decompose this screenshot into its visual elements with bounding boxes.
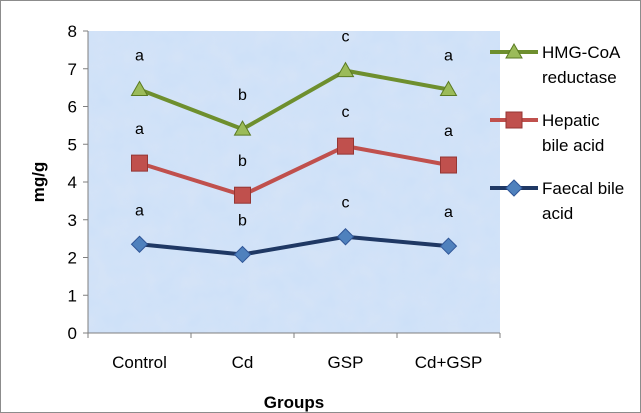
series-line [138, 144, 449, 198]
plot-area [88, 31, 500, 333]
x-category-label: Control [112, 353, 167, 372]
data-point [439, 80, 458, 97]
y-tick-label: 7 [68, 60, 77, 79]
data-point [336, 228, 355, 246]
legend-marker [505, 42, 523, 59]
y-tick-label: 6 [68, 98, 77, 117]
data-point [131, 154, 148, 172]
series-layer [130, 61, 458, 264]
significance-label: a [444, 123, 453, 140]
data-point [440, 156, 457, 174]
y-tick-label: 4 [68, 173, 77, 192]
data-point [233, 245, 252, 264]
data-point [130, 80, 149, 97]
significance-labels: a b c a a b c a a b c a [135, 29, 453, 230]
significance-label: c [342, 29, 350, 46]
data-point [233, 120, 252, 136]
x-category-label: Cd [232, 353, 254, 372]
y-tick-label: 5 [68, 135, 77, 154]
legend-label: Faecal bile [542, 179, 624, 198]
x-category-label: GSP [328, 353, 364, 372]
legend-entry: HMG-CoA reductase [490, 42, 621, 87]
significance-label: a [135, 202, 144, 219]
series-line [138, 68, 449, 132]
legend-entry: Hepatic bile acid [490, 111, 604, 155]
significance-label: b [238, 153, 247, 170]
legend-entry: Faecal bile acid [490, 179, 624, 223]
data-point [336, 61, 355, 78]
axes: 0 1 2 3 4 5 6 7 8 Control Cd GSP Cd+GSP [68, 22, 501, 372]
series-hmg-coa-reductase [130, 61, 458, 136]
y-tick-label: 8 [68, 22, 77, 41]
data-point [130, 235, 149, 253]
y-tick-label: 1 [68, 286, 77, 305]
legend-label: Hepatic [542, 111, 600, 130]
data-point [439, 237, 458, 255]
significance-label: a [135, 48, 144, 65]
legend-label: reductase [542, 68, 617, 87]
legend-marker [505, 111, 523, 129]
data-point [337, 137, 354, 155]
significance-label: a [135, 121, 144, 138]
series-faecal-bile-acid [130, 228, 458, 264]
significance-label: c [342, 195, 350, 212]
legend: HMG-CoA reductase Hepatic bile acid Faecal b… [490, 42, 624, 223]
legend-label: acid [542, 204, 573, 223]
significance-label: a [444, 48, 453, 65]
significance-label: a [444, 204, 453, 221]
series-hepatic-bile-acid [131, 137, 457, 204]
significance-label: c [342, 104, 350, 121]
x-category-label: Cd+GSP [415, 353, 483, 372]
legend-label: bile acid [542, 136, 604, 155]
y-tick-label: 2 [68, 249, 77, 268]
y-tick-label: 0 [68, 324, 77, 343]
significance-label: b [238, 87, 247, 104]
y-axis-title: mg/g [29, 162, 48, 203]
x-axis-title: Groups [264, 393, 324, 412]
y-tick-label: 3 [68, 211, 77, 230]
data-point [234, 186, 251, 204]
significance-label: b [238, 212, 247, 229]
legend-marker [505, 179, 523, 197]
series-line [139, 234, 449, 257]
legend-label: HMG-CoA [542, 43, 621, 62]
